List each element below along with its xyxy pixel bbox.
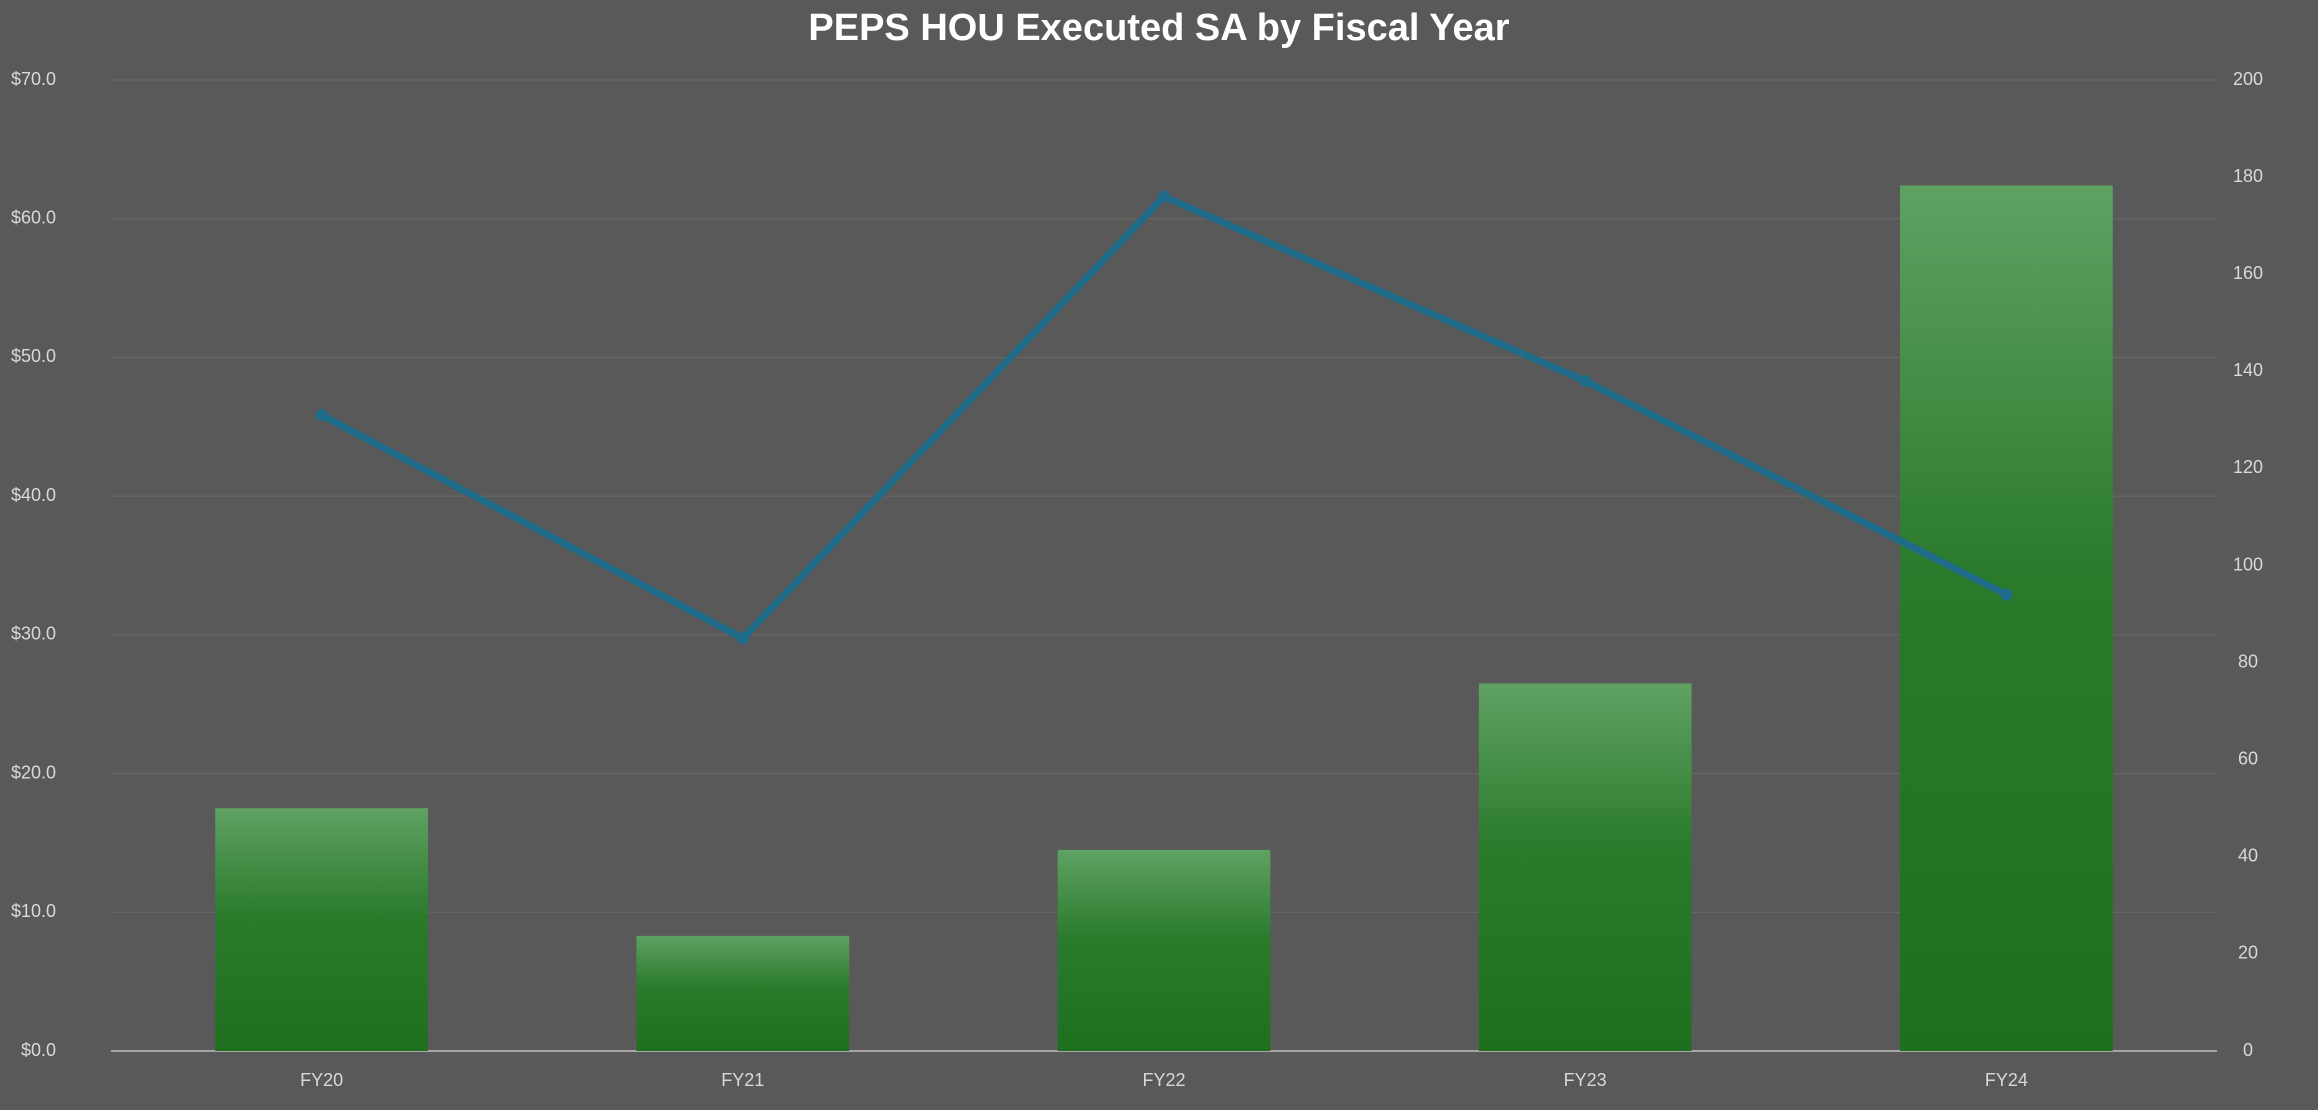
line-point xyxy=(1158,190,1170,203)
y2-tick-label: 120 xyxy=(2233,457,2263,477)
y2-tick-label: 40 xyxy=(2238,846,2258,866)
line-point xyxy=(736,632,749,645)
y2-tick-label: 140 xyxy=(2233,360,2263,380)
y-tick-label: $60.0 xyxy=(11,207,56,227)
chart-title: PEPS HOU Executed SA by Fiscal Year xyxy=(808,7,1509,49)
y2-tick-label: 20 xyxy=(2238,943,2258,963)
y2-tick-label: 0 xyxy=(2243,1040,2253,1060)
bar xyxy=(215,808,428,1051)
x-tick-label: FY22 xyxy=(1142,1070,1185,1090)
x-tick-label: FY21 xyxy=(721,1070,764,1090)
y-tick-label: $30.0 xyxy=(11,624,56,644)
x-tick-label: FY24 xyxy=(1985,1070,2028,1090)
bar xyxy=(636,935,850,1051)
line-point xyxy=(315,408,328,421)
line-point xyxy=(2000,588,2013,601)
bar xyxy=(1478,683,1692,1051)
y2-tick-label: 160 xyxy=(2233,263,2263,283)
y-tick-label: $0.0 xyxy=(21,1040,56,1060)
y-tick-label: $50.0 xyxy=(11,346,56,366)
y2-tick-label: 80 xyxy=(2238,651,2258,671)
y2-tick-label: 180 xyxy=(2233,166,2263,186)
x-tick-label: FY20 xyxy=(300,1070,343,1090)
y-tick-label: $10.0 xyxy=(11,901,56,921)
y2-tick-label: 200 xyxy=(2233,69,2263,89)
bar xyxy=(1057,849,1271,1051)
y2-tick-label: 60 xyxy=(2238,748,2258,768)
bar xyxy=(1900,185,2113,1051)
line-point xyxy=(1579,375,1592,388)
x-tick-label: FY23 xyxy=(1564,1070,1607,1090)
y-tick-label: $20.0 xyxy=(11,762,56,782)
y-tick-label: $70.0 xyxy=(11,69,56,89)
y2-tick-label: 100 xyxy=(2233,554,2263,574)
y-tick-label: $40.0 xyxy=(11,485,56,505)
